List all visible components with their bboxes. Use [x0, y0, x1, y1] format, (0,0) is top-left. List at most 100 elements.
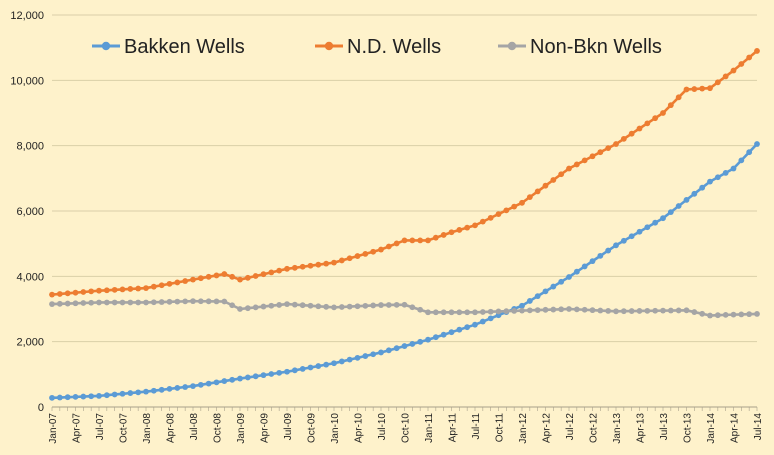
data-point	[730, 165, 737, 172]
data-point	[581, 157, 588, 164]
data-point	[542, 288, 549, 295]
data-point	[738, 61, 745, 67]
data-point	[370, 248, 377, 255]
data-point	[385, 243, 392, 250]
data-point	[213, 272, 220, 279]
data-point	[143, 299, 149, 306]
data-point	[291, 264, 298, 271]
data-point	[722, 311, 729, 318]
data-point	[464, 309, 471, 316]
data-point	[338, 358, 345, 365]
data-point	[448, 229, 455, 236]
series-n-d-wells	[49, 48, 760, 298]
data-point	[699, 310, 706, 317]
data-point	[127, 299, 134, 306]
data-point	[464, 224, 471, 231]
data-point	[613, 141, 619, 147]
data-point	[127, 390, 134, 396]
data-point	[620, 237, 627, 244]
series-bakken-wells	[49, 141, 760, 401]
data-point	[652, 307, 659, 314]
data-point	[714, 174, 721, 181]
data-point	[370, 351, 377, 358]
data-point	[354, 354, 361, 361]
data-point	[150, 283, 157, 290]
x-tick-label: Apr-12	[542, 413, 553, 443]
data-point	[440, 331, 447, 338]
data-point	[503, 207, 510, 214]
data-point	[636, 308, 643, 314]
data-point	[362, 302, 369, 309]
data-point	[72, 393, 79, 400]
data-point	[88, 299, 95, 306]
data-point	[479, 218, 486, 225]
data-point	[307, 364, 314, 371]
data-point	[754, 141, 760, 147]
data-point	[401, 343, 408, 349]
series-non-bkn-wells	[49, 298, 760, 319]
y-tick-label: 2,000	[16, 337, 44, 349]
gridlines	[52, 14, 757, 343]
data-point	[299, 365, 306, 372]
data-point	[158, 386, 165, 393]
data-point	[135, 299, 142, 306]
data-point	[730, 311, 737, 318]
data-point	[64, 394, 71, 401]
data-point	[456, 309, 463, 316]
data-point	[111, 299, 118, 306]
data-point	[323, 260, 330, 267]
series-line	[51, 49, 758, 296]
data-point	[487, 315, 494, 322]
data-point	[237, 276, 243, 283]
y-tick-label: 10,000	[10, 75, 44, 87]
data-point	[417, 338, 424, 345]
x-tick-label: Oct-12	[589, 413, 600, 443]
data-point	[636, 125, 643, 132]
data-point	[644, 307, 651, 314]
data-point	[738, 157, 745, 164]
series-lines	[49, 48, 760, 401]
data-point	[323, 303, 330, 310]
data-point	[660, 307, 666, 314]
data-point	[448, 309, 455, 316]
data-point	[237, 306, 243, 312]
x-tick-label: Jul-11	[471, 413, 482, 440]
data-point	[432, 234, 439, 241]
data-point	[417, 306, 424, 313]
data-point	[675, 307, 682, 314]
data-point	[503, 308, 510, 315]
data-point	[80, 393, 87, 400]
data-point	[566, 306, 572, 312]
data-point	[613, 242, 619, 249]
data-point	[299, 263, 306, 270]
data-point	[675, 203, 682, 209]
data-point	[260, 271, 267, 278]
data-point	[589, 153, 596, 160]
x-tick-label: Oct-13	[683, 413, 694, 443]
data-point	[346, 356, 353, 363]
x-tick-label: Jan-08	[142, 413, 153, 444]
data-point	[56, 394, 63, 401]
data-point	[683, 86, 690, 93]
x-tick-label: Oct-09	[307, 413, 318, 443]
data-point	[425, 336, 431, 343]
data-point	[440, 232, 447, 238]
data-point	[135, 389, 142, 396]
data-point	[573, 306, 580, 313]
x-tick-label: Apr-07	[72, 413, 83, 443]
x-tick-label: Jul-08	[189, 413, 200, 441]
data-point	[597, 149, 604, 156]
data-point	[221, 378, 228, 384]
data-point	[378, 349, 384, 356]
data-point	[244, 274, 251, 281]
data-point	[526, 194, 533, 201]
data-point	[299, 302, 306, 309]
data-point	[96, 392, 102, 399]
data-point	[456, 326, 463, 333]
data-point	[573, 161, 580, 168]
data-point	[284, 301, 290, 307]
data-point	[597, 307, 604, 314]
data-point	[354, 303, 361, 310]
legend: Bakken Wells N.D. Wells Non-Bkn Wells	[92, 36, 662, 58]
